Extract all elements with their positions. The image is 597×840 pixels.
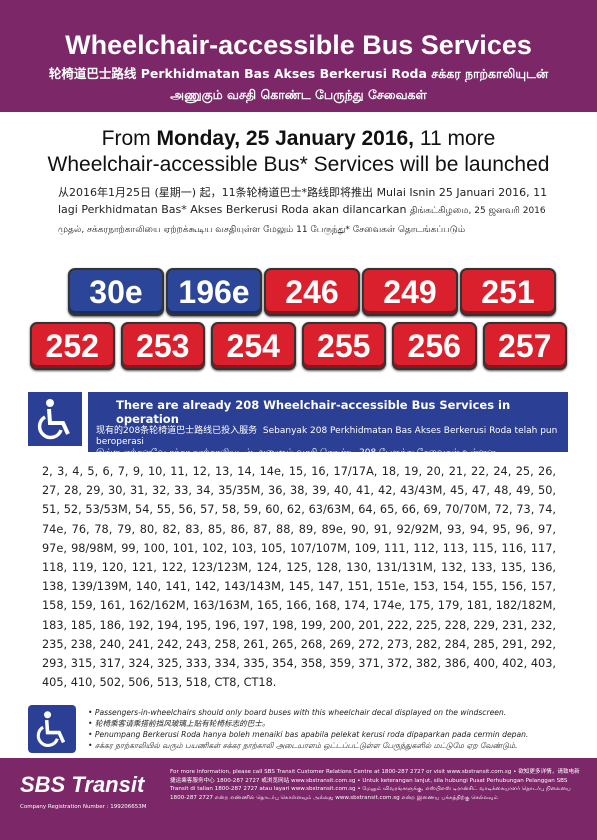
banner-text: There are already 208 Wheelchair-accessi…: [88, 392, 568, 458]
text: From: [101, 127, 157, 150]
existing-services: 2, 3, 4, 5, 6, 7, 9, 10, 11, 12, 13, 14,…: [42, 465, 556, 690]
wheelchair-icon: [28, 705, 76, 753]
banner-malay: Sebanyak 208 Perkhidmatan Bas Akses Berk…: [96, 426, 558, 447]
banner-line: 现有的208条轮椅道巴士路线已投入服务 Sebanyak 208 Perkhid…: [96, 426, 568, 448]
banner-chinese: 现有的208条轮椅道巴士路线已投入服务: [96, 426, 258, 436]
header: Wheelchair-accessible Bus Services 轮椅道巴士…: [0, 0, 597, 112]
subtitle: அணுகும் வசதி கொண்ட பேருந்து சேவைகள்: [170, 87, 427, 102]
service-number: 255: [301, 322, 386, 370]
banner: There are already 208 Wheelchair-accessi…: [28, 392, 568, 458]
banner-english: There are already 208 Wheelchair-accessi…: [116, 398, 511, 426]
note: • Penumpang Berkerusi Roda hanya boleh m…: [88, 730, 529, 739]
note: • சக்கர நாற்காலியில் வரும் பயணிகள் சக்கர…: [88, 741, 518, 750]
footer: SBS Transit Company Registration Number …: [0, 758, 597, 840]
service-number: 251: [460, 268, 556, 316]
notes-text: • Passengers-in-wheelchairs should only …: [88, 707, 568, 751]
wheelchair-icon: [28, 392, 82, 446]
banner-tamil: இங்கு ஏற்கனவே சக்கர நாற்காலியுடன் அணுகும…: [96, 448, 496, 458]
service-number: 254: [211, 322, 296, 370]
headline: From Monday, 25 January 2016, 11 more Wh…: [0, 126, 597, 178]
date: Monday, 25 January 2016,: [156, 127, 415, 150]
service-number: 252: [30, 322, 115, 370]
title: Wheelchair-accessible Bus Services: [65, 30, 532, 60]
tamil: திங்கட்கிழமை, 25 ஜனவரி 2016 முதல், சக்கர…: [58, 206, 546, 235]
brand: SBS Transit: [20, 772, 145, 797]
registration: Company Registration Number : 199206653M: [20, 804, 147, 810]
text: 11 more: [414, 127, 496, 150]
headline-line: From Monday, 25 January 2016, 11 more: [0, 126, 597, 152]
service-number: 253: [120, 322, 205, 370]
note: • 轮椅乘客请乘搭前挡风玻璃上贴有轮椅标志的巴士。: [88, 719, 270, 728]
service-number: 246: [264, 268, 360, 316]
service-number: 256: [392, 322, 477, 370]
subtitle: 轮椅道巴士路线 Perkhidmatan Bas Akses Berkerusi…: [48, 66, 549, 81]
contact: For more information, please call SBS Tr…: [170, 769, 580, 801]
malay: Mulai Isnin 25 Januari 2016, 11 lagi Per…: [58, 186, 548, 216]
service-number: 30e: [68, 268, 164, 316]
service-number: 257: [482, 322, 567, 370]
service-number: 196e: [166, 268, 262, 316]
notes: • Passengers-in-wheelchairs should only …: [28, 703, 568, 755]
note: • Passengers-in-wheelchairs should only …: [88, 708, 507, 717]
chinese: 从2016年1月25日 (星期一) 起，11条轮椅道巴士*路线即将推出: [58, 186, 374, 199]
service-number: 249: [362, 268, 458, 316]
headline-line: Wheelchair-accessible Bus* Services will…: [47, 153, 550, 176]
translations: 从2016年1月25日 (星期一) 起，11条轮椅道巴士*路线即将推出 Mula…: [58, 184, 558, 239]
